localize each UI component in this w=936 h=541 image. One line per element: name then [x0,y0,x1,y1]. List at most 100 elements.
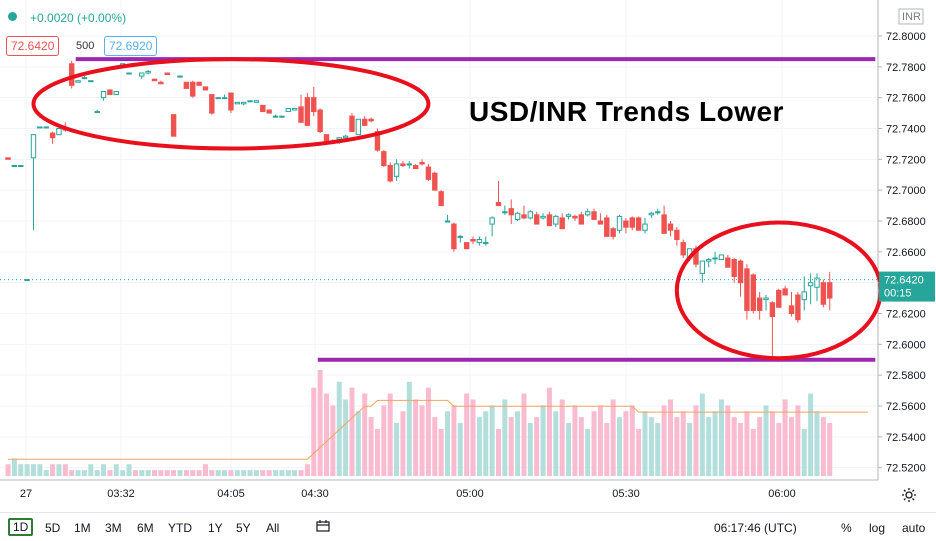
candle-body [126,72,132,75]
candle-body [266,109,272,114]
candle-body [502,211,508,214]
volume-bar [190,470,196,476]
timeframe-5y[interactable]: 5Y [236,521,251,535]
volume-bar [795,405,801,476]
percent-toggle[interactable]: % [841,521,852,535]
volume-bar [43,470,49,476]
volume-bar [776,423,782,476]
auto-toggle[interactable]: auto [902,521,926,535]
timeframe-1d[interactable]: 1D [8,518,34,536]
currency-label: INR [902,11,921,23]
candle-body [215,97,221,100]
volume-bar [623,411,629,476]
price-tick-label: 72.7400 [886,124,926,136]
candle-body [725,257,731,268]
volume-bar [11,458,17,476]
candle-body [183,81,190,89]
countdown-label: 00:15 [884,288,912,300]
volume-bar [75,470,81,476]
candle-body [209,94,215,114]
candle-body [355,118,362,136]
volume-bar [349,387,355,476]
candle-body [298,106,304,123]
timeframe-1m[interactable]: 1M [74,521,91,535]
candle-body [291,107,298,111]
candle-body [680,242,686,256]
volume-bar [642,411,648,476]
candle-body [457,235,463,238]
bottom-toolbar: 1D 5D 1M 3M 6M YTD 1Y 5Y All 06:17:46 (UTC) % lo… [0,512,936,541]
volume-bar [706,417,712,476]
price-chart[interactable]: INR 72.8000 72.7800 72.7600 72.7400 72.7200 72… [0,0,936,512]
volume-bar [298,470,304,476]
candle-body [661,214,667,234]
timeframe-ytd[interactable]: YTD [168,521,192,535]
calendar-range-icon[interactable] [316,520,330,532]
timeframe-5d[interactable]: 5D [45,521,61,535]
volume-bar [164,470,170,476]
volume-bar [470,399,476,476]
annotations [31,57,883,362]
candle-body [597,220,604,225]
candle-body [801,291,807,301]
candle-body [540,215,546,219]
time-tick-label: 27 [20,488,32,500]
gear-icon[interactable] [900,486,918,504]
price-tick-label: 72.6800 [886,216,926,228]
timeframe-6m[interactable]: 6M [137,521,154,535]
candle-body [425,166,432,180]
time-tick-label: 03:32 [107,488,135,500]
price-change: +0.0020 (+0.00%) [30,11,127,25]
candle-body [323,134,330,142]
time-tick-label: 05:30 [612,488,640,500]
volume-bar [62,464,68,476]
price-tick-label: 72.6600 [886,247,926,259]
candle-body [565,214,572,217]
volume-bar [324,393,329,476]
candle-body [196,81,202,86]
volume-bar [177,470,183,476]
candle-body [763,297,769,301]
volume-bar [336,381,342,476]
candle-body [317,109,323,133]
candle-body [88,80,94,83]
candle-body [113,91,119,96]
volume-bar [725,405,731,476]
candle-body [807,282,814,287]
volume-bar [432,417,438,476]
volume-bar [196,470,202,476]
candle-body [336,137,342,140]
volume-bar [24,464,30,476]
volume-bar [699,393,705,476]
candle-body [139,72,145,77]
timeframe-1y[interactable]: 1Y [208,521,223,535]
log-toggle[interactable]: log [869,521,886,535]
candle-body [272,115,279,118]
candle-body [534,214,540,225]
price-tick-label: 72.8000 [886,31,926,43]
price-tick-label: 72.7600 [886,93,926,105]
volume-bar [266,470,272,476]
utc-clock[interactable]: 06:17:46 (UTC) [714,521,797,535]
candle-body [616,215,623,231]
candle-body [253,100,260,103]
volume-bar [451,405,457,476]
sell-price-button[interactable]: 72.6420 [6,36,60,56]
candle-body [737,260,744,284]
volume-bar [30,464,36,476]
volume-bar [483,411,489,476]
volume-bar [413,399,419,476]
candle-body [75,80,81,83]
timeframe-3m[interactable]: 3M [105,521,122,535]
volume-bar [693,405,699,476]
volume-bar [5,464,11,476]
candle-body [527,211,534,219]
candle-body [202,86,209,91]
candle-body [655,211,661,214]
candle-body [648,212,655,216]
volume-bar [368,417,374,476]
volume-bar [406,381,412,476]
volume-bar [763,405,769,476]
buy-price-button[interactable]: 72.6920 [104,36,158,56]
timeframe-all[interactable]: All [266,521,280,535]
